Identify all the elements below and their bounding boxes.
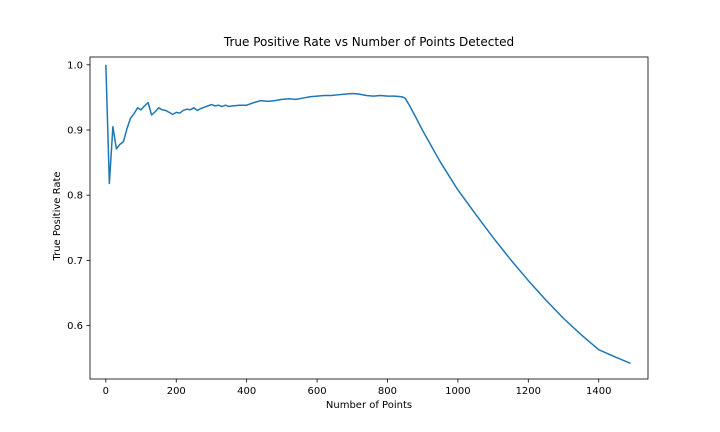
x-tick-label: 200 <box>167 386 186 397</box>
plot-frame <box>89 56 649 380</box>
series-line <box>105 64 631 365</box>
x-tick-label: 1200 <box>516 386 541 397</box>
x-tick-label: 0 <box>103 386 109 397</box>
x-tick-label: 800 <box>378 386 397 397</box>
y-tick-label: 0.8 <box>67 191 83 202</box>
y-axis-title: True Positive Rate <box>52 171 63 261</box>
y-tick-label: 1.0 <box>67 60 83 71</box>
x-tick-label: 1000 <box>445 386 470 397</box>
x-tick-label: 1400 <box>586 386 611 397</box>
y-tick-label: 0.9 <box>67 126 83 137</box>
plot-area: 0 200 400 600 800 1000 1200 1400 0.6 0.7 0.8 0.9 1.0 <box>67 56 649 397</box>
y-tick-label: 0.7 <box>67 256 83 267</box>
x-axis-title: Number of Points <box>326 400 412 411</box>
chart-title: True Positive Rate vs Number of Points D… <box>223 35 514 49</box>
y-tick-label: 0.6 <box>67 321 83 332</box>
x-tick-label: 600 <box>308 386 327 397</box>
x-tick-label: 400 <box>237 386 256 397</box>
